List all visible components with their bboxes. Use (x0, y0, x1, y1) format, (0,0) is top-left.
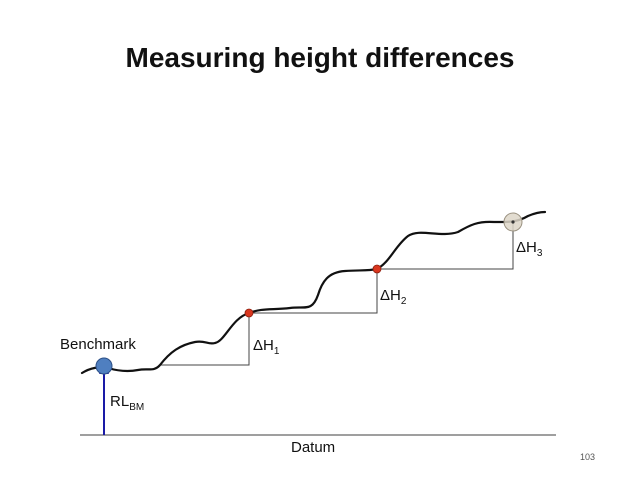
benchmark-label: Benchmark (60, 336, 136, 353)
step-line-2 (249, 269, 378, 314)
slide-title: Measuring height differences (125, 42, 515, 73)
rl-arrow (99, 364, 109, 435)
benchmark-marker (95, 357, 113, 375)
step-line-3 (377, 222, 514, 270)
step-line-1 (160, 313, 250, 366)
page-number: 103 (580, 452, 596, 462)
rl-label: RLBM (110, 393, 144, 413)
point-2 (372, 264, 382, 274)
terrain-profile (80, 210, 547, 375)
delta-h3-label: ΔH3 (516, 239, 543, 259)
step-lines (160, 222, 514, 366)
delta-h2-label: ΔH2 (380, 287, 407, 307)
delta-h1-label: ΔH1 (253, 337, 280, 357)
point-1 (244, 308, 254, 318)
datum-label: Datum (291, 439, 335, 456)
end-marker-dot (511, 220, 515, 224)
